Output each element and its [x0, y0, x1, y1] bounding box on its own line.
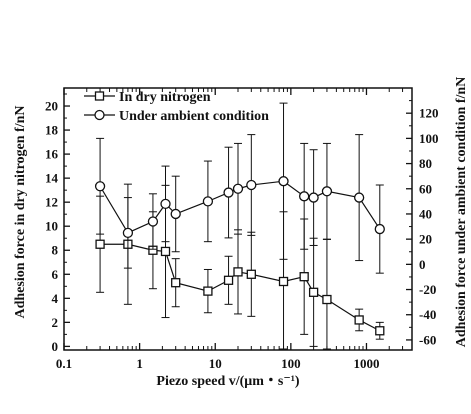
- left-y-tick-label: 14: [45, 171, 59, 186]
- right-y-axis-ticks: -60 -40 -20 0 20 40 60 80 100 120: [406, 100, 439, 347]
- legend: In dry nitrogen Under ambient condition: [84, 90, 269, 124]
- data-point-circle: [374, 223, 385, 235]
- data-point-square: [171, 278, 181, 288]
- data-point-square: [95, 239, 105, 249]
- legend-label-dry-nitrogen: In dry nitrogen: [119, 90, 211, 105]
- left-y-tick-label: 6: [52, 267, 59, 282]
- series-line: [100, 243, 381, 332]
- data-point-circle: [122, 227, 134, 239]
- series-dry-nitrogen: [95, 183, 385, 350]
- right-y-tick-label: 0: [419, 257, 426, 272]
- x-axis-label: Piezo speed v/(μm・s⁻¹): [156, 374, 300, 389]
- data-point-square: [233, 267, 243, 277]
- series-ambient: [94, 102, 385, 274]
- data-point-circle: [321, 186, 333, 197]
- data-point-circle: [299, 191, 310, 202]
- left-y-tick-label: 2: [52, 315, 59, 330]
- right-y-tick-label: -40: [419, 307, 436, 322]
- left-y-tick-label: 18: [45, 123, 59, 138]
- legend-label-ambient: Under ambient condition: [119, 109, 269, 124]
- left-y-tick-label: 10: [45, 219, 58, 234]
- left-y-axis-label: Adhesion force in dry nitrogen f/nN: [13, 106, 28, 319]
- right-y-tick-label: -20: [419, 282, 436, 297]
- data-point-circle: [94, 181, 106, 192]
- x-tick-label: 1000: [353, 356, 379, 371]
- data-point-circle: [170, 208, 181, 220]
- data-point-square: [160, 246, 171, 257]
- right-y-tick-label: 20: [419, 232, 432, 247]
- x-axis-ticks: 0.1 1 10 100 1000: [56, 88, 413, 371]
- data-point-circle: [246, 179, 257, 191]
- data-point-square: [299, 272, 309, 282]
- data-point-circle: [223, 187, 234, 198]
- right-y-tick-label: 80: [419, 156, 432, 171]
- data-point-circle: [278, 176, 289, 187]
- data-point-square: [322, 294, 332, 305]
- left-y-tick-label: 20: [45, 99, 58, 114]
- data-point-square: [203, 286, 213, 296]
- legend-circle-marker: [94, 109, 105, 121]
- right-y-axis-label: Adhesion force under ambient condition f…: [454, 77, 469, 348]
- x-tick-label: 0.1: [56, 356, 72, 371]
- data-point-circle: [353, 192, 365, 203]
- left-y-tick-label: 0: [52, 339, 59, 354]
- data-point-square: [246, 269, 256, 279]
- left-y-axis-ticks: 0 2 4 6 8 10 12 14 16 18 20: [45, 93, 70, 354]
- left-y-tick-label: 16: [45, 147, 59, 162]
- x-tick-label: 100: [281, 356, 301, 371]
- data-point-circle: [160, 198, 171, 210]
- data-point-circle: [202, 196, 214, 207]
- data-point-square: [375, 326, 385, 336]
- data-point-square: [223, 275, 234, 285]
- data-point-square: [308, 287, 319, 297]
- data-point-circle: [308, 192, 319, 203]
- data-point-circle: [232, 183, 244, 194]
- right-y-tick-label: 100: [419, 131, 439, 146]
- data-point-square: [278, 276, 289, 287]
- right-y-tick-label: 120: [419, 106, 439, 121]
- data-series: [94, 102, 385, 350]
- data-point-circle: [147, 216, 159, 227]
- x-tick-label: 1: [136, 356, 143, 371]
- right-y-tick-label: 40: [419, 206, 432, 221]
- left-y-tick-label: 8: [52, 243, 59, 258]
- legend-square-marker: [94, 91, 105, 101]
- right-y-tick-label: 60: [419, 181, 432, 196]
- right-y-tick-label: -60: [419, 332, 436, 347]
- left-y-tick-label: 12: [45, 195, 58, 210]
- x-tick-label: 10: [209, 356, 222, 371]
- left-y-tick-label: 4: [52, 291, 59, 306]
- data-point-square: [354, 315, 364, 325]
